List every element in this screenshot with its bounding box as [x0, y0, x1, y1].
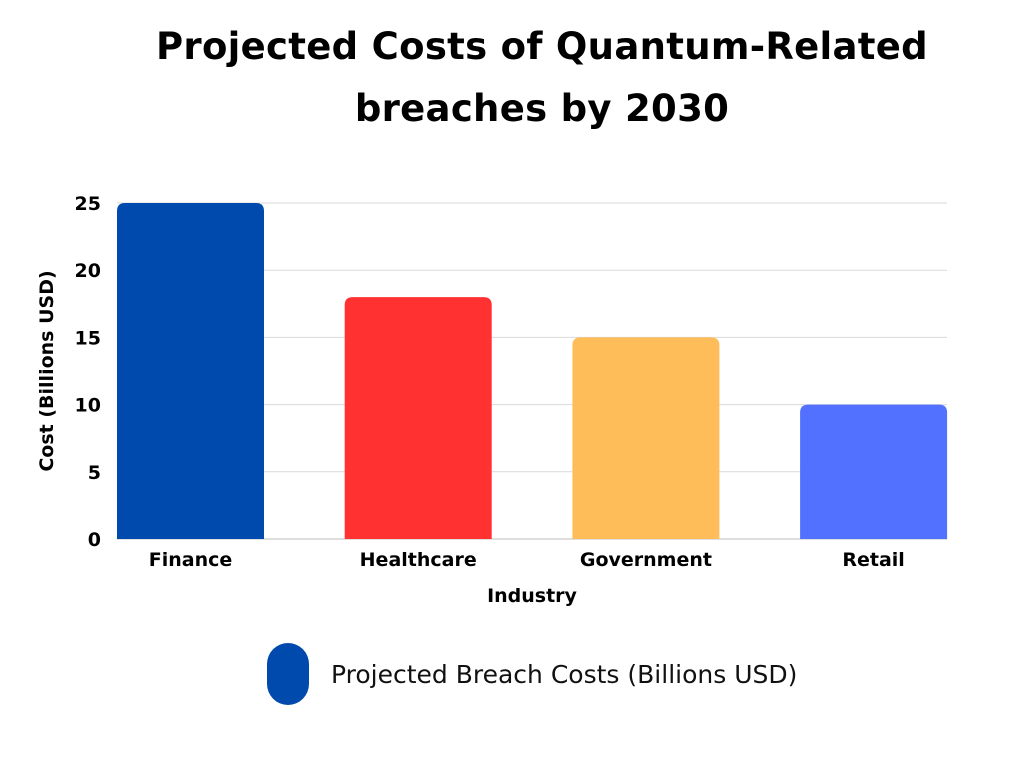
chart-title: Projected Costs of Quantum-Related breac… [62, 16, 1022, 140]
chart-title-line-1: Projected Costs of Quantum-Related [156, 25, 928, 68]
legend-label: Projected Breach Costs (Billions USD) [331, 660, 797, 689]
y-axis-label: Cost (Billions USD) [36, 270, 58, 471]
x-tick-label: Finance [149, 549, 233, 571]
bar-healthcare [344, 297, 492, 539]
y-tick-label: 5 [88, 462, 101, 484]
x-tick-label: Retail [842, 549, 904, 571]
legend-swatch [267, 643, 309, 705]
y-tick-label: 0 [88, 529, 101, 551]
legend: Projected Breach Costs (Billions USD) [267, 643, 797, 705]
chart-title-line-2: breaches by 2030 [354, 87, 730, 130]
y-tick-label: 10 [75, 395, 101, 417]
bar-government [572, 337, 720, 539]
y-axis-ticks: 0 5 10 15 20 25 [75, 193, 101, 551]
bar-finance [117, 203, 264, 539]
y-tick-label: 25 [75, 193, 101, 215]
bar-retail [800, 404, 948, 539]
x-tick-label: Government [580, 549, 712, 571]
bars [117, 203, 948, 539]
x-tick-label: Healthcare [360, 549, 477, 571]
y-tick-label: 15 [75, 327, 101, 349]
x-axis-label: Industry [487, 585, 577, 607]
x-axis-ticks: Finance Healthcare Government Retail [149, 549, 905, 571]
y-tick-label: 20 [75, 260, 101, 282]
